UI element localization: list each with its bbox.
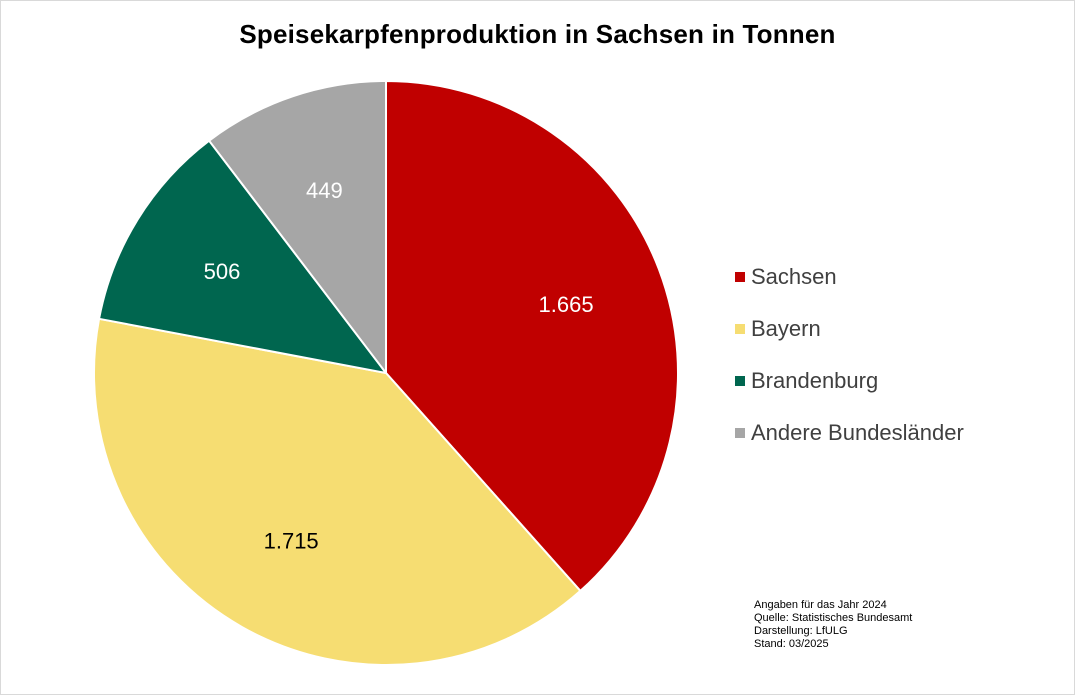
footnote-year: Angaben für das Jahr 2024 <box>754 599 887 611</box>
legend: Sachsen Bayern Brandenburg Andere Bundeslän… <box>735 251 964 459</box>
legend-item-bayern: Bayern <box>735 303 964 355</box>
legend-label: Andere Bundesländer <box>751 420 964 445</box>
footnote-source: Quelle: Statistisches Bundesamt <box>754 612 913 624</box>
legend-label: Brandenburg <box>751 368 879 393</box>
legend-swatch <box>735 272 745 282</box>
legend-swatch <box>735 428 745 438</box>
legend-item-sachsen: Sachsen <box>735 251 964 303</box>
data-label-sachsen: 1.665 <box>539 292 594 317</box>
pie-slice-sachsen <box>385 80 679 592</box>
legend-label: Sachsen <box>751 264 837 289</box>
footnote-date: Stand: 03/2025 <box>754 638 829 650</box>
legend-label: Bayern <box>751 316 821 341</box>
footnote: Angaben für das Jahr 2024 Quelle: Statis… <box>754 599 912 651</box>
pie-slice-andere-bundesländer <box>208 80 387 374</box>
legend-swatch <box>735 376 745 386</box>
data-label-brandenburg: 506 <box>204 259 241 284</box>
data-label-bayern: 1.715 <box>264 528 319 553</box>
pie-slice-brandenburg <box>98 139 387 374</box>
legend-item-andere-bundesländer: Andere Bundesländer <box>735 407 964 459</box>
footnote-author: Darstellung: LfULG <box>754 625 848 637</box>
pie-slice-bayern <box>93 317 582 666</box>
legend-swatch <box>735 324 745 334</box>
data-label-andere-bundesländer: 449 <box>306 178 343 203</box>
legend-item-brandenburg: Brandenburg <box>735 355 964 407</box>
chart-title: Speisekarpfenproduktion in Sachsen in To… <box>239 19 836 49</box>
